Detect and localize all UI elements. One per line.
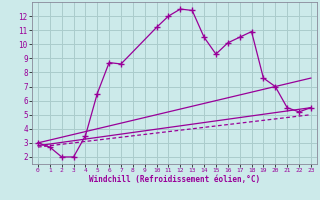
X-axis label: Windchill (Refroidissement éolien,°C): Windchill (Refroidissement éolien,°C) (89, 175, 260, 184)
